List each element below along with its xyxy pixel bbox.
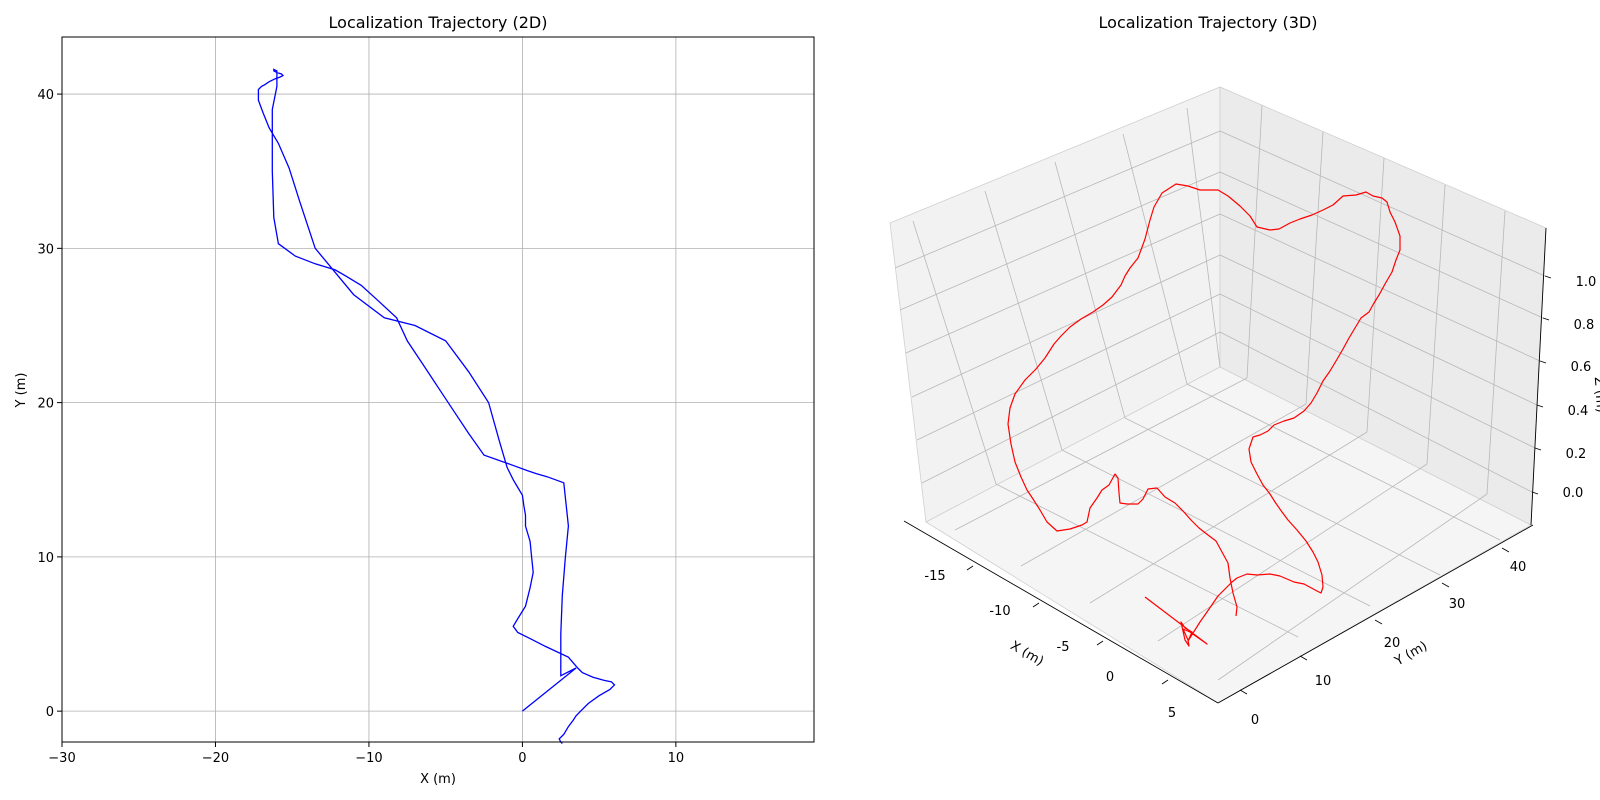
grid-line (916, 293, 1221, 441)
y-axis-3d (1217, 524, 1534, 704)
grid-line (954, 377, 1248, 531)
y-tick-label: 10 (37, 551, 54, 566)
grid-line (1186, 107, 1221, 368)
ticks-2d: −30 −20 −10 0 10 0 10 20 30 40 (37, 88, 684, 766)
z-tick-label: 0.4 (1568, 404, 1589, 419)
y-tick-label: 10 (1315, 674, 1332, 689)
tick-mark (1531, 491, 1539, 495)
x-tick-label: -5 (1057, 640, 1070, 655)
grid-line (1020, 403, 1307, 567)
y-tick-label: 0 (46, 705, 54, 720)
z-tick-label: 0.2 (1566, 447, 1587, 462)
grid-line (1219, 171, 1544, 319)
axes-frame-2d (61, 36, 815, 743)
grid-line (1157, 463, 1428, 642)
chart-title-2d: Localization Trajectory (2D) (329, 13, 548, 32)
y-tick-label: 20 (37, 397, 54, 412)
grid-3d (894, 104, 1546, 681)
tick-marks-3d (966, 275, 1552, 695)
grid-line (1122, 133, 1188, 385)
grid-2d (62, 37, 814, 742)
tick-mark (1299, 655, 1308, 661)
z-tick-label: 0.0 (1563, 486, 1584, 501)
grid-line (1089, 431, 1368, 604)
x-tick-label: 0 (518, 751, 526, 766)
tick-mark (1542, 317, 1550, 321)
x-tick-label: 5 (1168, 706, 1176, 721)
tick-mark (1161, 679, 1169, 685)
z-axis-label-3d: Z (m) (1591, 376, 1600, 413)
grid-line (911, 254, 1221, 398)
chart-2d: −30 −20 −10 0 10 0 10 20 30 40 Localization Traje… (14, 13, 815, 787)
x-axis-label-2d: X (m) (420, 772, 456, 787)
tick-mark (1536, 404, 1544, 408)
tick-mark (1374, 619, 1383, 625)
tick-mark (1032, 602, 1040, 608)
grid-line (905, 213, 1221, 354)
z-tick-label: 1.0 (1576, 275, 1597, 290)
grid-line (995, 483, 1299, 638)
x-tick-label: 0 (1106, 670, 1114, 685)
grid-line (1426, 184, 1446, 465)
tick-mark (1239, 689, 1248, 695)
chart-title-3d: Localization Trajectory (3D) (1099, 13, 1318, 32)
grid-line (1219, 130, 1546, 277)
tick-mark (1441, 582, 1450, 588)
grid-line (1219, 254, 1538, 406)
grid-line (899, 171, 1221, 311)
x-tick-label: -15 (924, 569, 945, 584)
grid-line (912, 220, 997, 485)
tick-mark (1096, 640, 1104, 646)
x-axis-label-3d: X (m) (1007, 639, 1046, 670)
y-tick-label: 40 (37, 88, 54, 103)
tick-mark (1501, 547, 1510, 553)
grid-line (1305, 131, 1324, 405)
plot-area-2d (62, 37, 814, 742)
x-tick-label: −20 (202, 751, 229, 766)
grid-line (894, 130, 1221, 269)
grid-line (921, 331, 1221, 484)
y-tick-label: 30 (1449, 597, 1466, 612)
grid-line (1054, 161, 1126, 419)
grid-line (1186, 383, 1501, 541)
x-tick-label: −10 (355, 751, 382, 766)
x-tick-label: −30 (48, 751, 75, 766)
tick-mark (1544, 275, 1552, 279)
grid-line (1219, 213, 1541, 362)
z-tick-label: 0.8 (1574, 318, 1595, 333)
grid-line (1246, 104, 1263, 379)
z-axis-3d (1530, 227, 1547, 526)
x-axis-3d (903, 520, 1219, 704)
grid-line (1366, 157, 1385, 433)
y-tick-label: 30 (37, 242, 54, 257)
grid-line (984, 190, 1063, 451)
y-axis-label-2d: Y (m) (14, 373, 29, 409)
grid-line (1124, 417, 1441, 576)
grid-line (1486, 210, 1506, 495)
y-tick-label: 40 (1510, 560, 1527, 575)
chart-3d: Localization Trajectory (3D) (889, 13, 1600, 728)
tick-mark (966, 565, 974, 571)
grid-line (1217, 493, 1488, 681)
y-tick-label: 0 (1251, 713, 1259, 728)
tick-mark (1534, 447, 1542, 451)
grid-line (1219, 331, 1533, 493)
x-tick-label: 10 (668, 751, 685, 766)
grid-line (1219, 293, 1536, 449)
x-tick-label: -10 (989, 604, 1010, 619)
z-tick-label: 0.6 (1571, 360, 1592, 375)
trajectory-2d-line (257, 68, 616, 744)
tick-mark (1539, 360, 1547, 364)
trajectory-3d-line (1007, 183, 1401, 647)
y-tick-label: 20 (1384, 636, 1401, 651)
